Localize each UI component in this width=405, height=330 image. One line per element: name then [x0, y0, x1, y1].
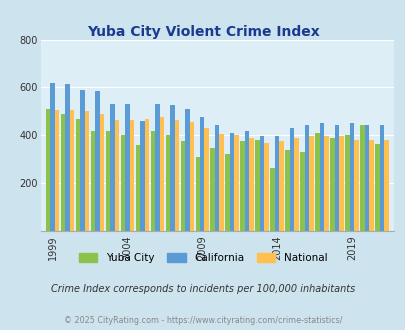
Bar	[80, 90, 85, 231]
Bar	[180, 141, 185, 231]
Bar	[304, 124, 309, 231]
Bar	[65, 84, 70, 231]
Bar	[285, 150, 289, 231]
Text: Yuba City Violent Crime Index: Yuba City Violent Crime Index	[86, 25, 319, 39]
Bar	[364, 124, 368, 231]
Bar	[76, 118, 80, 231]
Bar	[120, 135, 125, 231]
Bar	[383, 140, 388, 231]
Bar	[204, 128, 209, 231]
Bar	[174, 120, 179, 231]
Bar	[374, 144, 379, 231]
Bar	[270, 168, 274, 231]
Bar	[150, 131, 155, 231]
Bar	[155, 104, 159, 231]
Bar	[46, 109, 50, 231]
Text: © 2025 CityRating.com - https://www.cityrating.com/crime-statistics/: © 2025 CityRating.com - https://www.city…	[64, 316, 341, 325]
Bar	[50, 83, 55, 231]
Bar	[170, 105, 174, 231]
Bar	[195, 157, 200, 231]
Bar	[189, 122, 194, 231]
Bar	[229, 133, 234, 231]
Bar	[144, 118, 149, 231]
Bar	[234, 135, 238, 231]
Bar	[338, 137, 343, 231]
Bar	[329, 138, 334, 231]
Bar	[344, 135, 349, 231]
Bar	[105, 131, 110, 231]
Bar	[114, 120, 119, 231]
Bar	[309, 137, 313, 231]
Bar	[219, 134, 224, 231]
Bar	[300, 152, 304, 231]
Bar	[324, 137, 328, 231]
Bar	[159, 117, 164, 231]
Bar	[214, 124, 219, 231]
Bar	[225, 154, 229, 231]
Bar	[210, 148, 214, 231]
Bar	[55, 110, 59, 231]
Text: Crime Index corresponds to incidents per 100,000 inhabitants: Crime Index corresponds to incidents per…	[51, 284, 354, 294]
Bar	[70, 110, 74, 231]
Bar	[249, 138, 253, 231]
Bar	[110, 104, 114, 231]
Bar	[319, 123, 324, 231]
Bar	[185, 109, 189, 231]
Bar	[100, 114, 104, 231]
Bar	[135, 145, 140, 231]
Bar	[129, 120, 134, 231]
Bar	[334, 124, 338, 231]
Bar	[259, 137, 264, 231]
Bar	[314, 133, 319, 231]
Bar	[61, 114, 65, 231]
Bar	[255, 140, 259, 231]
Legend: Yuba City, California, National: Yuba City, California, National	[75, 248, 330, 267]
Bar	[353, 140, 358, 231]
Bar	[274, 137, 279, 231]
Bar	[140, 121, 144, 231]
Bar	[289, 128, 294, 231]
Bar	[85, 112, 89, 231]
Bar	[368, 140, 373, 231]
Bar	[359, 124, 364, 231]
Bar	[125, 104, 129, 231]
Bar	[279, 141, 283, 231]
Bar	[90, 131, 95, 231]
Bar	[264, 143, 268, 231]
Bar	[349, 123, 353, 231]
Bar	[165, 135, 170, 231]
Bar	[379, 124, 383, 231]
Bar	[95, 91, 100, 231]
Bar	[294, 138, 298, 231]
Bar	[200, 117, 204, 231]
Bar	[240, 141, 244, 231]
Bar	[244, 131, 249, 231]
